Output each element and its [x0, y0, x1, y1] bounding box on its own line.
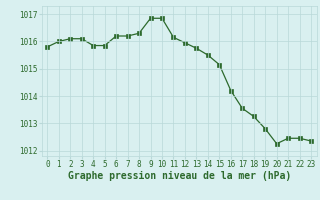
X-axis label: Graphe pression niveau de la mer (hPa): Graphe pression niveau de la mer (hPa): [68, 171, 291, 181]
